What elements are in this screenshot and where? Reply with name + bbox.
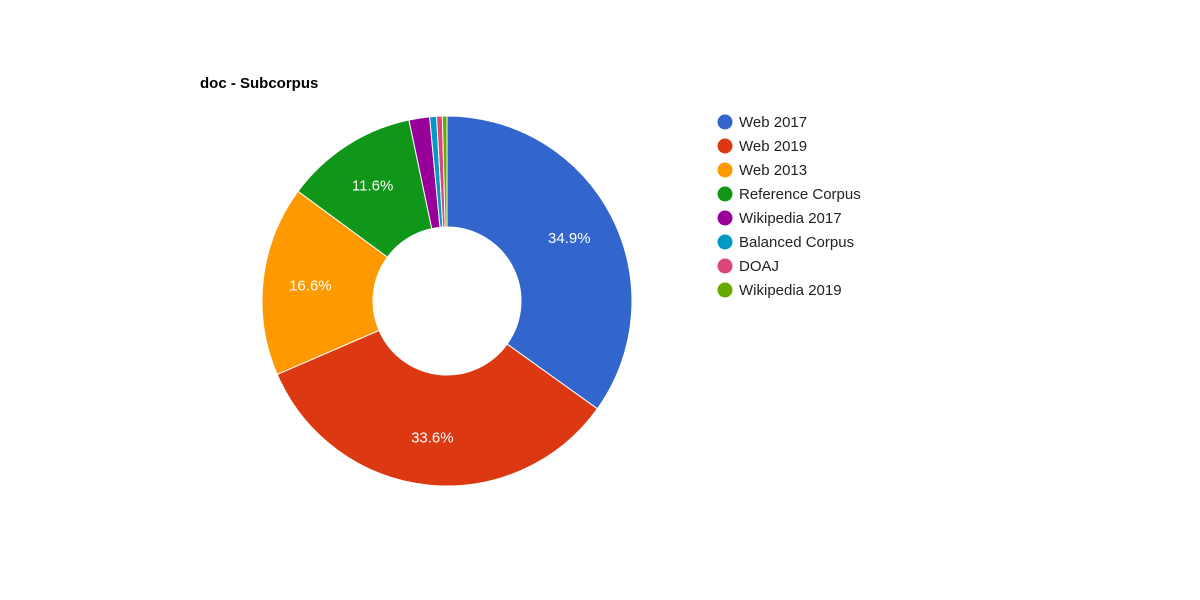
chart-title: doc - Subcorpus xyxy=(200,75,318,92)
legend-item-web-2019: Web 2019 xyxy=(717,138,807,155)
legend-label: Wikipedia 2017 xyxy=(739,210,842,227)
legend-label: DOAJ xyxy=(739,258,779,275)
slice-label-web-2013: 16.6% xyxy=(289,277,332,294)
slice-web-2017 xyxy=(446,115,633,410)
legend-label: Web 2019 xyxy=(739,138,807,155)
legend-swatch xyxy=(717,282,733,298)
slice-label-web-2019: 33.6% xyxy=(411,430,454,447)
legend-swatch xyxy=(717,234,733,250)
slice-label-web-2017: 34.9% xyxy=(548,230,591,247)
legend-label: Reference Corpus xyxy=(739,186,861,203)
legend-swatch xyxy=(717,186,733,202)
legend-item-wikipedia-2019: Wikipedia 2019 xyxy=(717,282,842,299)
legend-item-balanced-corpus: Balanced Corpus xyxy=(717,234,854,251)
slice-web-2013 xyxy=(261,190,389,376)
legend-swatch xyxy=(717,258,733,274)
legend: Web 2017 Web 2019 Web 2013 Reference Corpus… xyxy=(717,114,861,299)
slice-label-reference-corpus: 11.6% xyxy=(352,177,393,194)
legend-label: Wikipedia 2019 xyxy=(739,282,842,299)
legend-label: Web 2017 xyxy=(739,114,807,131)
legend-label: Web 2013 xyxy=(739,162,807,179)
slice-wikipedia-2019 xyxy=(441,115,448,228)
slice-web-2019 xyxy=(276,329,599,487)
legend-swatch xyxy=(717,138,733,154)
slices-group xyxy=(261,115,633,487)
legend-item-doaj: DOAJ xyxy=(717,258,779,275)
legend-item-wikipedia-2017: Wikipedia 2017 xyxy=(717,210,842,227)
slice-labels-group: 34.9% 33.6% 16.6% 11.6% xyxy=(289,177,590,446)
legend-item-web-2013: Web 2013 xyxy=(717,162,807,179)
legend-swatch xyxy=(717,210,733,226)
legend-swatch xyxy=(717,162,733,178)
legend-label: Balanced Corpus xyxy=(739,234,854,251)
legend-swatch xyxy=(717,114,733,130)
legend-item-reference-corpus: Reference Corpus xyxy=(717,186,861,203)
legend-item-web-2017: Web 2017 xyxy=(717,114,807,131)
